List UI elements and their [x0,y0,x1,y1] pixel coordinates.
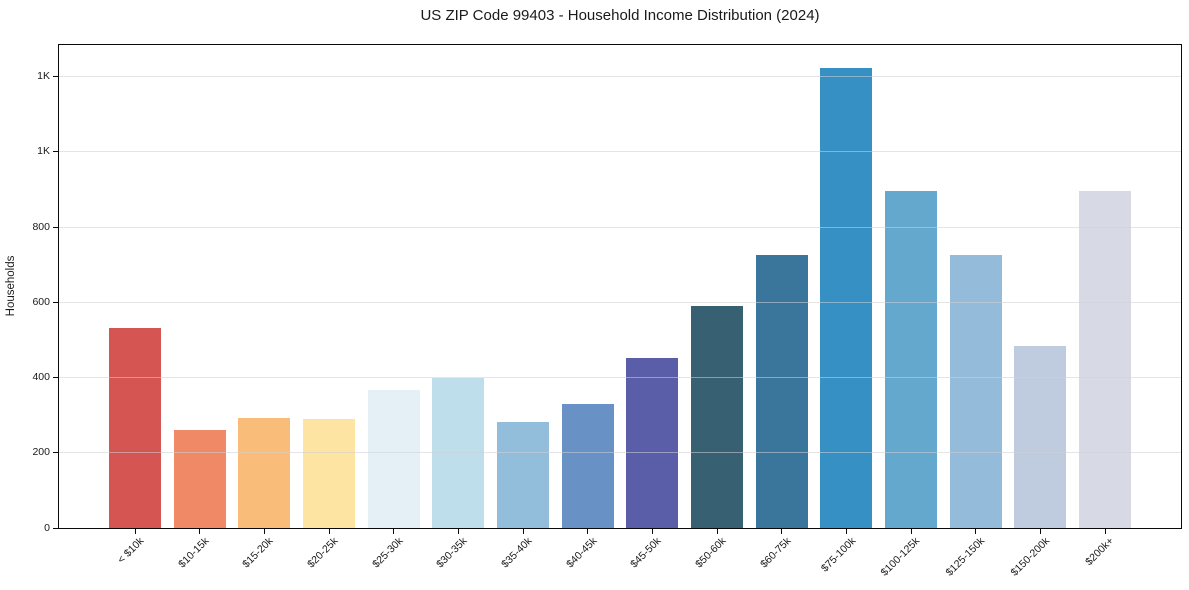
x-tick-label: $60-75k [757,535,794,571]
gridline-800 [59,226,1181,228]
x-tick-mark [587,529,589,534]
y-tick-mark [53,226,58,228]
bar-40-45k [561,404,614,528]
bar-100-125k [885,190,937,528]
y-tick-label: 400 [32,371,50,383]
bar-60-75k [755,254,808,528]
x-tick-mark [1104,529,1106,534]
y-tick-label: 800 [32,220,50,233]
y-tick-mark [53,377,58,378]
x-tick-label: $200k+ [1083,535,1117,569]
x-tick-mark [651,529,653,534]
bar-125-150k [949,254,1002,528]
y-tick-mark [53,76,58,78]
bar-25-30k [367,390,420,528]
x-tick-label: $10-15k [175,535,212,571]
x-tick-label: < $10k [115,535,147,566]
gridline-1200 [59,76,1181,78]
y-tick-label: 1K [37,70,50,83]
x-tick-label: $75-100k [818,535,858,575]
x-tick-label: $100-125k [878,535,923,579]
x-tick-label: $15-20k [240,535,276,571]
x-tick-mark [781,529,783,534]
gridline-400 [59,377,1181,378]
gridline-200 [59,452,1181,454]
x-tick-label: $25-30k [369,535,406,571]
x-tick-mark [393,529,395,534]
bar-50-60k [691,306,743,528]
x-tick-label: $35-40k [499,535,535,571]
y-tick-mark [53,452,58,454]
y-tick-label: 200 [32,446,50,459]
bar-10k [109,327,161,528]
x-tick-mark [328,529,330,534]
x-tick-mark [845,529,847,534]
x-tick-label: $125-150k [943,535,988,579]
x-tick-label: $50-60k [693,535,729,571]
gridline-1000 [59,151,1181,153]
x-tick-mark [199,529,201,534]
x-tick-mark [457,529,459,534]
x-tick-label: $30-35k [434,535,470,571]
y-tick-mark [53,301,58,303]
x-tick-mark [263,529,265,534]
x-tick-mark [522,529,524,534]
x-tick-mark [910,529,912,534]
x-tick-label: $150-200k [1008,535,1052,579]
gridline-600 [59,301,1181,303]
x-tick-mark [1039,529,1041,534]
x-tick-label: $20-25k [305,535,341,571]
x-tick-mark [975,529,977,534]
bar-10-15k [173,430,226,528]
y-tick-mark [53,151,58,153]
bar-20-25k [303,418,355,528]
x-tick-label: $40-45k [563,535,600,571]
y-tick-mark [53,527,58,529]
x-tick-mark [716,529,718,534]
bar-150-200k [1014,346,1067,528]
y-tick-label: 600 [32,295,50,308]
x-tick-mark [134,529,136,534]
bar-45-50k [626,358,679,528]
y-tick-label: 1K [37,145,50,158]
y-tick-label: 0 [44,521,50,534]
chart-title: US ZIP Code 99403 - Household Income Dis… [420,7,820,24]
plot-area [58,44,1182,529]
x-tick-label: $45-50k [628,535,664,571]
bar-75-100k [820,68,873,528]
bar-35-40k [497,421,549,528]
bar-200k [1079,191,1131,528]
bar-15-20k [238,417,291,528]
